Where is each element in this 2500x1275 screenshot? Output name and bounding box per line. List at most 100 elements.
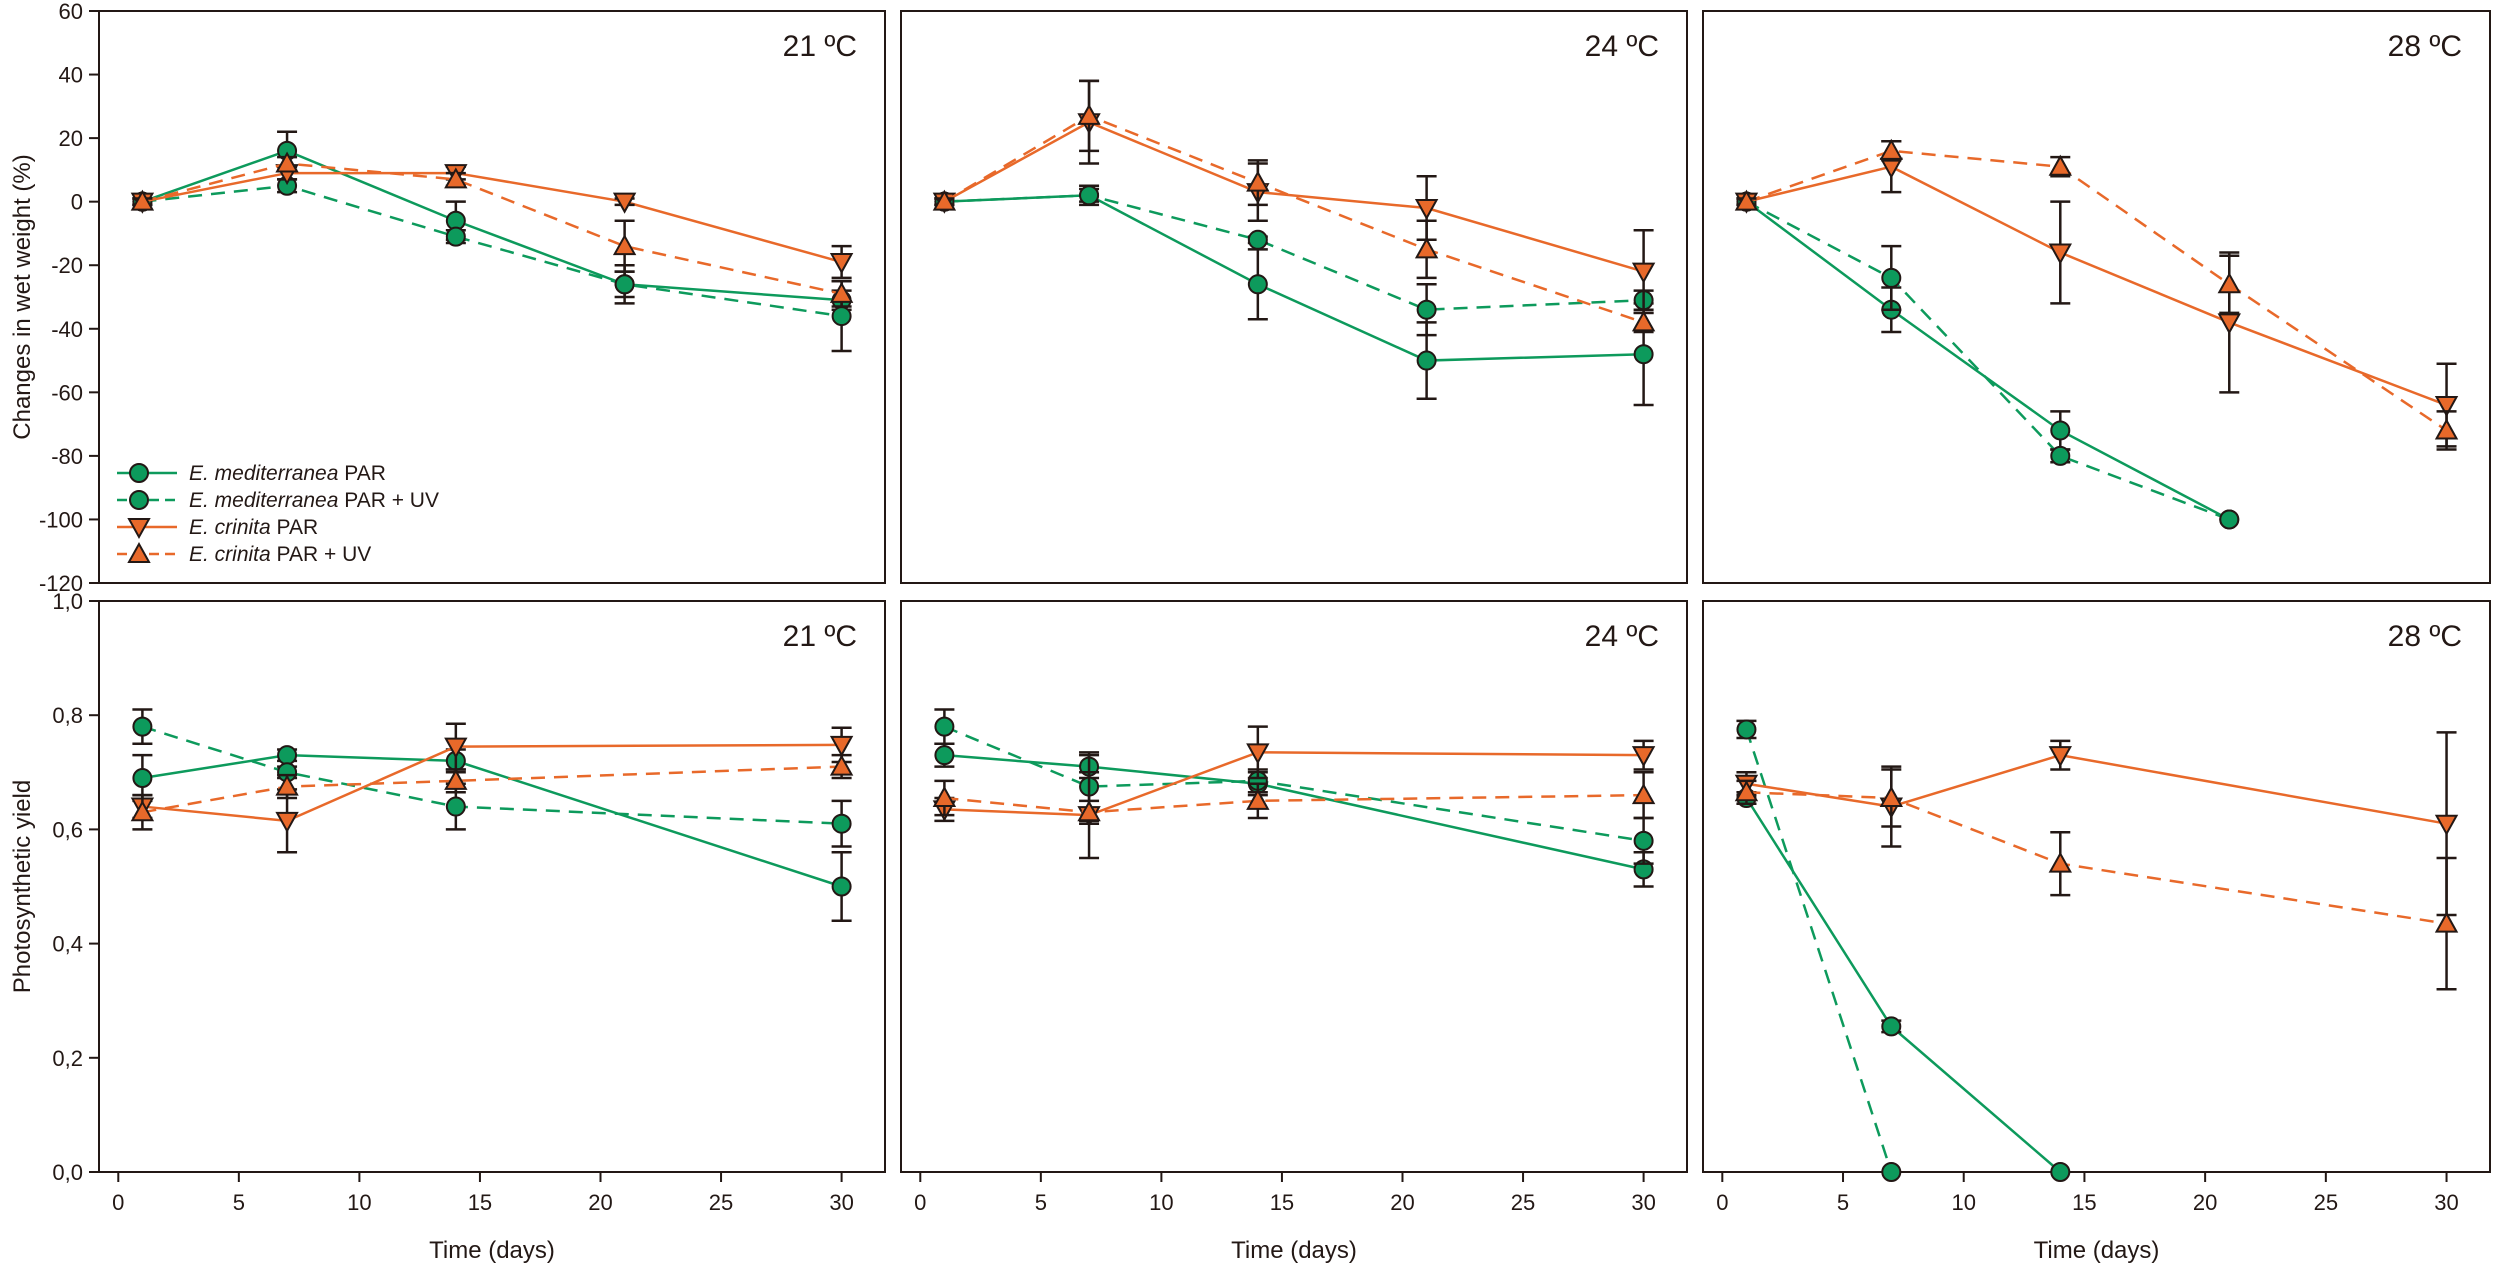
panel-frame <box>900 10 1688 584</box>
panel-title: 24 ºC <box>1585 30 1659 63</box>
series-line <box>1746 791 2447 925</box>
y-tick-label: -80 <box>51 444 83 469</box>
down-triangle-marker <box>829 735 854 757</box>
panel-title: 28 ºC <box>2388 30 2462 63</box>
circle-marker <box>1079 185 1100 206</box>
circle-marker <box>1416 299 1437 320</box>
panel-1-2: 28 ºC 0 5 10 15 20 25 30 Time (days) <box>1702 600 2491 1264</box>
series-line <box>142 753 842 888</box>
series-line <box>1746 165 2447 407</box>
up-triangle-marker <box>2048 154 2072 176</box>
circle-marker <box>1247 274 1268 295</box>
circle-marker <box>1416 350 1437 371</box>
series-line <box>142 765 842 814</box>
circle-marker <box>1736 719 1757 740</box>
series-line <box>142 725 842 825</box>
series-line <box>944 751 1644 817</box>
y-tick-label: 0,8 <box>52 703 83 728</box>
up-triangle-marker <box>2434 418 2459 440</box>
down-triangle-marker <box>829 253 854 275</box>
y-axis-label: Changes in wet weight (%) <box>9 154 36 439</box>
up-triangle-marker <box>1631 310 1656 332</box>
up-triangle-marker <box>1879 138 1904 160</box>
x-tick-label: 10 <box>347 1190 371 1215</box>
x-tick-label: 25 <box>1511 1190 1535 1215</box>
panel-frame <box>900 600 1688 1173</box>
up-triangle-marker <box>444 768 468 790</box>
circle-marker <box>614 274 635 295</box>
up-triangle-marker <box>612 234 637 256</box>
up-triangle-marker <box>1734 780 1759 802</box>
circle-marker <box>1881 267 1902 288</box>
up-triangle-marker <box>932 189 957 211</box>
circle-marker <box>1881 1162 1902 1182</box>
circle-marker <box>1881 1016 1902 1037</box>
circle-marker <box>831 876 852 897</box>
x-tick-label: 15 <box>1270 1190 1294 1215</box>
series-line <box>943 725 1644 843</box>
down-triangle-marker <box>127 518 151 540</box>
panel-1-0: 21 ºC 1,0 0,8 0,6 0,4 0,2 0,0 0 5 10 15 20 25 30 Time … <box>52 589 886 1264</box>
panel-0-2: 28 ºC <box>1702 10 2491 584</box>
legend-species: E. mediterranea <box>189 489 338 512</box>
legend-treatment: PAR <box>338 462 385 485</box>
x-axis-label: Time (days) <box>429 1237 555 1264</box>
y-tick-label: 0,4 <box>52 932 83 957</box>
panel-0-1: 24 ºC <box>900 10 1688 584</box>
up-triangle-marker <box>1077 103 1101 125</box>
y-tick-label: 40 <box>59 63 83 88</box>
circle-marker <box>831 813 852 834</box>
up-triangle-marker <box>829 754 854 776</box>
x-tick-label: 30 <box>829 1190 853 1215</box>
series-line <box>944 793 1644 814</box>
series-line <box>1745 797 2062 1173</box>
legend-treatment: PAR <box>271 516 318 539</box>
series-line <box>142 162 842 296</box>
up-triangle-marker <box>2048 851 2072 873</box>
circle-marker <box>2050 420 2071 441</box>
legend-species: E. crinita <box>189 516 271 539</box>
x-tick-label: 5 <box>1035 1190 1047 1215</box>
y-tick-label: -100 <box>39 507 83 532</box>
circle-marker <box>129 490 149 510</box>
circle-marker <box>445 796 466 817</box>
y-tick-label: -40 <box>51 317 83 342</box>
up-triangle-marker <box>127 541 151 563</box>
up-triangle-marker <box>1734 189 1759 211</box>
up-triangle-marker <box>1077 800 1101 822</box>
up-triangle-marker <box>275 774 299 796</box>
y-tick-label: 60 <box>59 0 83 24</box>
circle-marker <box>132 716 153 737</box>
series-line <box>1746 149 2448 432</box>
down-triangle-marker <box>1631 746 1656 768</box>
up-triangle-marker <box>1879 785 1904 807</box>
y-tick-label: -20 <box>51 253 83 278</box>
down-triangle-marker <box>612 192 637 214</box>
series-line <box>142 171 842 264</box>
y-tick-label: 0,6 <box>52 817 83 842</box>
down-triangle-marker <box>2048 243 2072 265</box>
circle-marker <box>277 745 298 766</box>
x-tick-label: 15 <box>468 1190 492 1215</box>
x-tick-label: 0 <box>914 1190 926 1215</box>
circle-marker <box>1633 830 1654 851</box>
series-line <box>1746 753 2447 825</box>
series-line <box>142 184 842 318</box>
panel-1-1: 24 ºC 0 5 10 15 20 25 30 Time (days) <box>900 600 1688 1264</box>
panel-title: 21 ºC <box>783 620 857 653</box>
panel-title: 21 ºC <box>783 30 857 63</box>
circle-marker <box>2050 1162 2071 1182</box>
legend-treatment: PAR + UV <box>271 543 372 566</box>
series-line <box>141 149 842 302</box>
y-tick-label: 0 <box>71 190 83 215</box>
legend-label: E. crinita PAR <box>189 516 318 539</box>
circle-marker <box>445 226 466 247</box>
up-triangle-marker <box>130 189 155 211</box>
y-tick-label: 1,0 <box>52 589 83 614</box>
legend-species: E. crinita <box>189 543 271 566</box>
circle-marker <box>831 306 852 327</box>
x-axis-label: Time (days) <box>2034 1237 2160 1264</box>
series-line <box>1745 200 2230 521</box>
circle-marker <box>1247 229 1268 250</box>
